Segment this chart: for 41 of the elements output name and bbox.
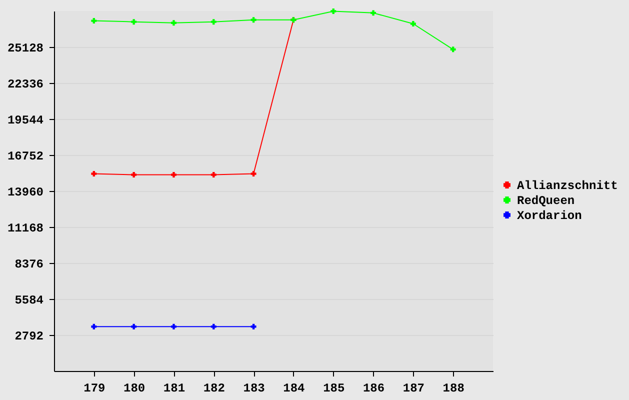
point [250, 324, 256, 330]
y-tick-label: 13960 [7, 186, 44, 200]
point [410, 21, 416, 27]
x-tick-label: 180 [124, 382, 146, 396]
point [91, 18, 97, 24]
point [330, 8, 336, 14]
point [450, 46, 456, 52]
legend-label: Xordarion [517, 209, 582, 223]
point [131, 19, 137, 25]
point [250, 170, 256, 176]
point [91, 324, 97, 330]
x-tick-label: 183 [243, 382, 265, 396]
point [370, 10, 376, 16]
point [170, 324, 176, 330]
x-tick-label: 188 [442, 382, 464, 396]
x-tick-label: 181 [163, 382, 186, 396]
x-tick-label: 186 [362, 382, 385, 396]
x-tick-label: 184 [283, 382, 305, 396]
point [131, 324, 137, 330]
legend-label: Allianzschnitt [517, 179, 618, 193]
x-tick-label: 179 [84, 382, 106, 396]
legend-label: RedQueen [517, 194, 575, 208]
y-tick-label: 11168 [7, 222, 44, 236]
point [210, 19, 216, 25]
point [250, 17, 256, 23]
point [210, 324, 216, 330]
y-tick-label: 19544 [7, 114, 44, 128]
y-tick-label: 16752 [7, 150, 44, 164]
point [170, 20, 176, 26]
y-tick-label: 8376 [14, 258, 44, 272]
y-tick-label: 22336 [7, 78, 44, 92]
x-tick-label: 187 [402, 382, 424, 396]
y-tick-label: 25128 [7, 42, 44, 56]
point [131, 172, 137, 178]
point [91, 170, 97, 176]
point [170, 172, 176, 178]
x-tick-label: 185 [323, 382, 345, 396]
x-tick-label: 182 [203, 382, 225, 396]
point [210, 172, 216, 178]
y-tick-label: 5584 [14, 294, 44, 308]
y-tick-label: 2792 [14, 330, 44, 344]
